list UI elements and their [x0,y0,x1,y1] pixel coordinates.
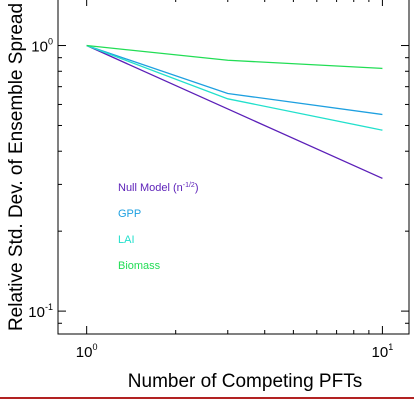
legend: Null Model (n-1/2) GPP LAI Biomass [118,182,198,272]
legend-entry-biomass: Biomass [118,260,161,272]
series-lines [86,44,383,179]
ticks: 100 101 10-1 100 [28,0,409,361]
series-line-null-model [86,44,383,179]
x-tick-label: 100 [76,342,98,361]
x-axis-title: Number of Competing PFTs [128,371,362,392]
legend-entry-gpp: GPP [118,208,141,220]
plot-frame [57,0,410,335]
series-line-gpp [86,44,383,116]
y-tick-label: 100 [31,37,53,56]
legend-entry-lai: LAI [118,234,135,246]
y-axis-title: Relative Std. Dev. of Ensemble Spread [6,3,27,331]
series-line-lai [86,44,383,131]
x-tick-label: 101 [372,342,394,361]
legend-entry-null-model: Null Model (n-1/2) [118,182,198,194]
y-tick-label: 10-1 [28,302,53,321]
series-line-biomass [86,44,383,70]
